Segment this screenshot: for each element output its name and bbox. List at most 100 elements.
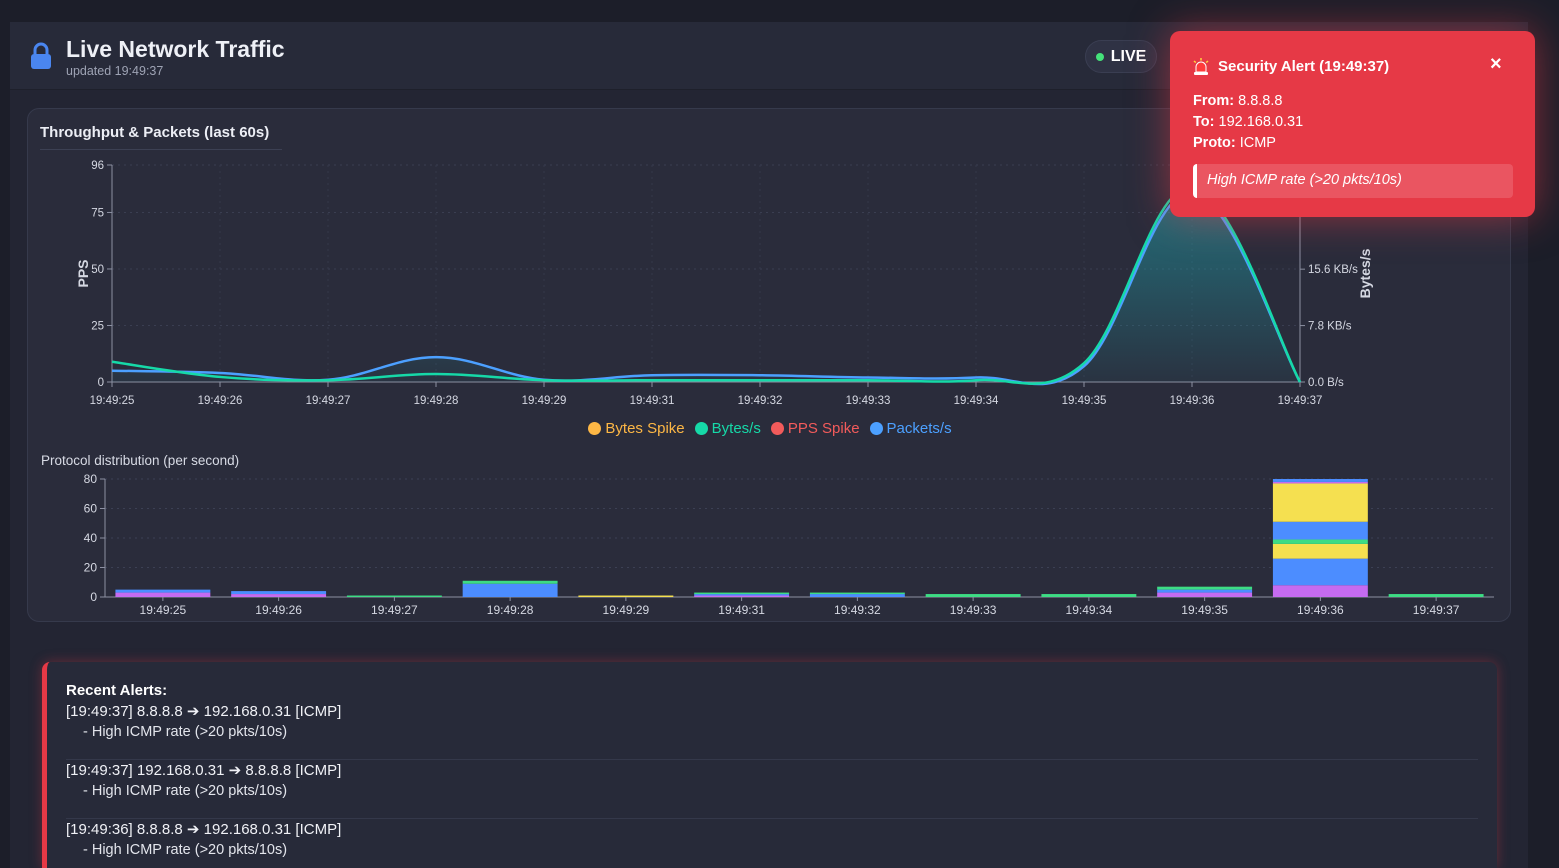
bar-segment <box>1272 543 1368 559</box>
bar-x-tick-label: 19:49:25 <box>140 603 187 617</box>
lock-icon <box>31 42 51 69</box>
bar-x-tick-label: 19:49:27 <box>371 603 418 617</box>
legend-dot-icon <box>588 422 602 435</box>
legend-dot-icon <box>869 422 883 435</box>
alert-entry: [19:49:37] 8.8.8.8 ➔ 192.168.0.31 [ICMP]… <box>66 702 1478 760</box>
y-left-tick-label: 96 <box>91 160 104 172</box>
bar-y-tick-label: 60 <box>84 502 98 516</box>
bar-x-tick-label: 19:49:37 <box>1413 603 1460 617</box>
x-tick-label: 19:49:28 <box>414 395 459 407</box>
proto-label: Proto: <box>1193 135 1236 151</box>
y-right-axis-label: Bytes/s <box>1357 248 1373 298</box>
alert-line: [19:49:37] 8.8.8.8 ➔ 192.168.0.31 [ICMP] <box>66 703 342 720</box>
protocol-bar-chart[interactable]: 80 60 40 20 0 19:49:25 19:49:26 19:49:27 19:49:2… <box>28 109 1512 623</box>
alert-reason: - High ICMP rate (>20 pkts/10s) <box>83 842 288 858</box>
bar-segment <box>231 591 327 595</box>
x-tick-label: 19:49:31 <box>630 395 675 407</box>
bar-segment <box>694 592 790 595</box>
y-left-tick-label: 25 <box>91 320 104 332</box>
bar-segment <box>231 594 327 597</box>
alert-reason: - High ICMP rate (>20 pkts/10s) <box>83 783 288 799</box>
bar-segment <box>925 594 1021 597</box>
bar-segment <box>115 589 211 593</box>
bar-segment <box>1272 585 1368 597</box>
updated-timestamp: updated 19:49:37 <box>66 64 164 78</box>
bar-y-tick-label: 20 <box>84 561 98 575</box>
legend-label: Bytes Spike <box>605 420 685 437</box>
live-dot-icon <box>1095 52 1104 61</box>
toast-proto: Proto: ICMP <box>1193 135 1276 151</box>
y-left-axis-label: PPS <box>75 259 91 287</box>
to-label: To: <box>1193 114 1215 130</box>
bar-segment <box>1157 589 1253 593</box>
bar-x-tick-label: 19:49:28 <box>487 603 534 617</box>
bar-segment <box>1272 521 1368 540</box>
legend-dot-icon <box>694 422 708 435</box>
alert-entry: [19:49:37] 192.168.0.31 ➔ 8.8.8.8 [ICMP]… <box>66 761 1478 819</box>
toast-from: From: 8.8.8.8 <box>1193 93 1282 109</box>
bar-segment <box>462 583 558 597</box>
from-value: 8.8.8.8 <box>1238 93 1283 109</box>
y-right-tick-label: 15.6 KB/s <box>1308 264 1358 276</box>
bar-segment <box>578 595 674 598</box>
legend-item[interactable]: Packets/s <box>869 420 952 437</box>
legend-label: PPS Spike <box>787 420 860 437</box>
legend-dot-icon <box>770 422 784 435</box>
bar-segment <box>1272 558 1368 586</box>
bar-segment <box>1272 481 1368 484</box>
live-badge[interactable]: LIVE <box>1085 40 1157 73</box>
x-tick-label: 19:49:37 <box>1278 395 1323 407</box>
recent-alerts-heading: Recent Alerts: <box>66 682 168 699</box>
toast-to: To: 192.168.0.31 <box>1193 114 1303 130</box>
toast-title: Security Alert (19:49:37) <box>1218 58 1390 75</box>
bar-x-tick-label: 19:49:34 <box>1066 603 1113 617</box>
legend-label: Packets/s <box>886 420 952 437</box>
bar-segment <box>1388 594 1484 597</box>
proto-value: ICMP <box>1239 135 1276 151</box>
x-tick-label: 19:49:25 <box>90 395 135 407</box>
toast-reason: High ICMP rate (>20 pkts/10s) <box>1193 164 1513 198</box>
from-label: From: <box>1193 93 1235 109</box>
legend-item[interactable]: Bytes Spike <box>588 420 685 437</box>
recent-alerts-panel: Recent Alerts: [19:49:37] 8.8.8.8 ➔ 192.… <box>42 662 1497 868</box>
bar-segment <box>1272 539 1368 544</box>
bar-x-tick-label: 19:49:36 <box>1297 603 1344 617</box>
security-alert-toast: Security Alert (19:49:37) × From: 8.8.8.… <box>1170 31 1535 217</box>
x-tick-label: 19:49:27 <box>306 395 351 407</box>
to-value: 192.168.0.31 <box>1218 114 1304 130</box>
bar-segment <box>1041 594 1137 597</box>
alert-line: [19:49:37] 192.168.0.31 ➔ 8.8.8.8 [ICMP] <box>66 762 342 779</box>
bar-x-tick-label: 19:49:29 <box>603 603 650 617</box>
bar-y-tick-label: 80 <box>84 472 98 486</box>
alert-line: [19:49:36] 8.8.8.8 ➔ 192.168.0.31 [ICMP] <box>66 821 342 838</box>
legend-item[interactable]: Bytes/s <box>694 420 761 437</box>
bar-segment <box>115 592 211 597</box>
x-tick-label: 19:49:33 <box>846 395 891 407</box>
x-tick-label: 19:49:32 <box>738 395 783 407</box>
close-icon[interactable]: × <box>1490 53 1502 75</box>
x-tick-label: 19:49:29 <box>522 395 567 407</box>
bytes-series-line <box>111 185 1302 385</box>
legend-item[interactable]: PPS Spike <box>770 420 860 437</box>
title-divider <box>40 149 282 150</box>
bar-segment <box>694 594 790 596</box>
bar-x-tick-label: 19:49:26 <box>255 603 302 617</box>
x-tick-label: 19:49:36 <box>1170 395 1215 407</box>
bar-segment <box>809 592 905 595</box>
bar-y-tick-label: 40 <box>84 531 98 545</box>
y-left-tick-label: 0 <box>98 377 104 389</box>
bar-x-tick-label: 19:49:33 <box>950 603 997 617</box>
page-title: Live Network Traffic <box>66 36 285 62</box>
bar-x-tick-label: 19:49:31 <box>718 603 765 617</box>
x-tick-label: 19:49:35 <box>1062 395 1107 407</box>
bar-y-tick-label: 0 <box>90 590 97 604</box>
y-left-tick-label: 75 <box>91 207 104 219</box>
legend-label: Bytes/s <box>711 420 761 437</box>
y-right-tick-label: 0.0 B/s <box>1308 377 1344 389</box>
x-tick-label: 19:49:26 <box>198 395 243 407</box>
bar-segment <box>694 595 790 598</box>
bar-segment <box>1272 483 1368 522</box>
line-chart-title: Throughput & Packets (last 60s) <box>40 124 270 141</box>
line-chart-legend: Bytes Spike Bytes/s PPS Spike Packets/s <box>28 420 1512 437</box>
bar-segment <box>809 594 905 597</box>
